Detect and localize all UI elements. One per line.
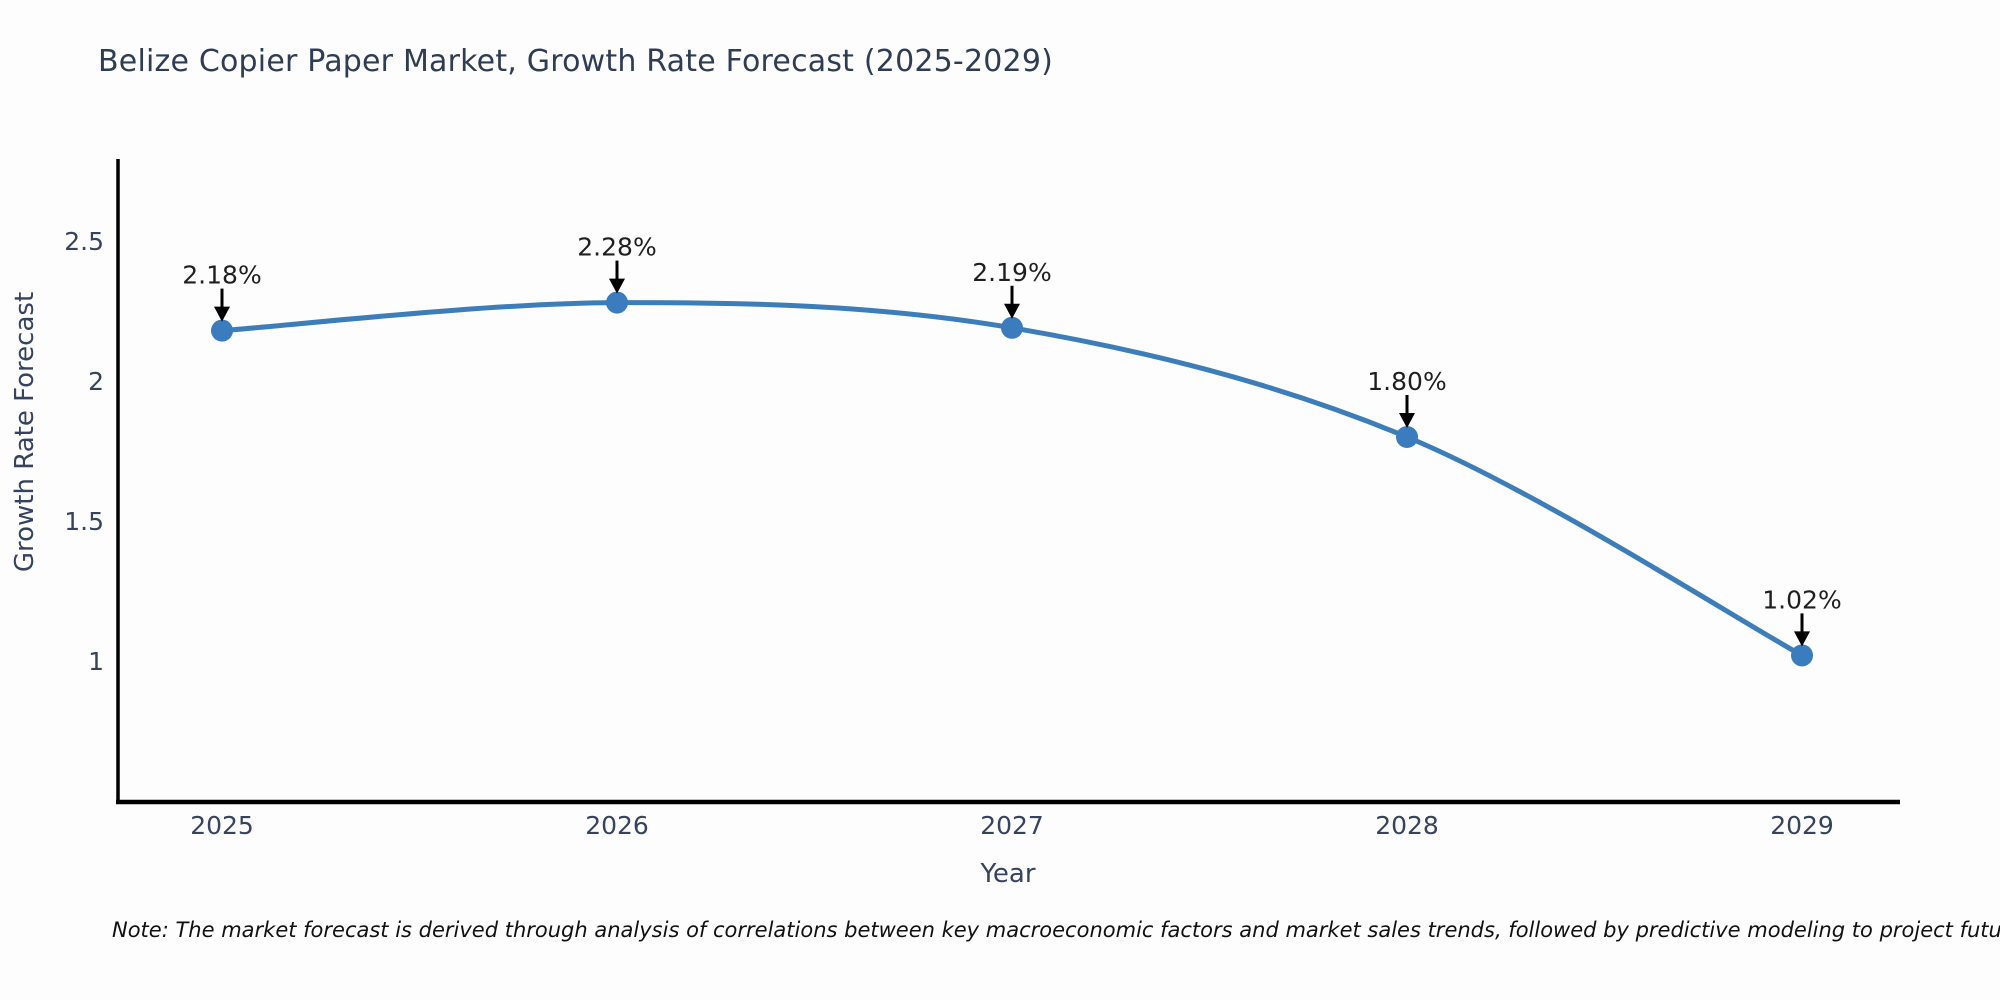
x-tick-label: 2027 (980, 811, 1044, 840)
y-tick-label: 1.5 (64, 507, 104, 536)
annotation-arrowhead-icon (1004, 303, 1020, 319)
data-point-marker (1001, 316, 1023, 339)
data-point-marker (606, 291, 628, 314)
data-point-marker (1396, 426, 1418, 448)
chart-title: Belize Copier Paper Market, Growth Rate … (98, 44, 1054, 79)
x-tick-label: 2025 (190, 811, 254, 840)
annotation-label: 2.19% (972, 258, 1051, 287)
y-tick-label: 1 (88, 647, 104, 676)
y-tick-label: 2.5 (64, 227, 104, 256)
annotation-label: 1.80% (1367, 367, 1446, 396)
chart-note: Note: The market forecast is derived thr… (112, 918, 2000, 942)
x-tick-label: 2029 (1770, 811, 1834, 840)
annotation-label: 2.28% (577, 233, 656, 262)
y-axis-title: Growth Rate Forecast (10, 292, 40, 572)
y-tick-label: 2 (88, 367, 104, 396)
annotation-arrowhead-icon (609, 278, 625, 294)
x-tick-label: 2028 (1375, 811, 1439, 840)
data-point-marker (211, 319, 233, 342)
annotation-arrowhead-icon (214, 306, 230, 322)
trend-line (219, 300, 1805, 658)
annotation-arrowhead-icon (1794, 631, 1810, 647)
annotation-label: 1.02% (1762, 585, 1841, 614)
x-axis-title: Year (979, 859, 1035, 889)
annotation-arrowhead-icon (1399, 413, 1415, 428)
annotation-label: 2.18% (182, 261, 261, 290)
data-point-marker (1791, 644, 1813, 667)
x-tick-label: 2026 (585, 811, 649, 840)
